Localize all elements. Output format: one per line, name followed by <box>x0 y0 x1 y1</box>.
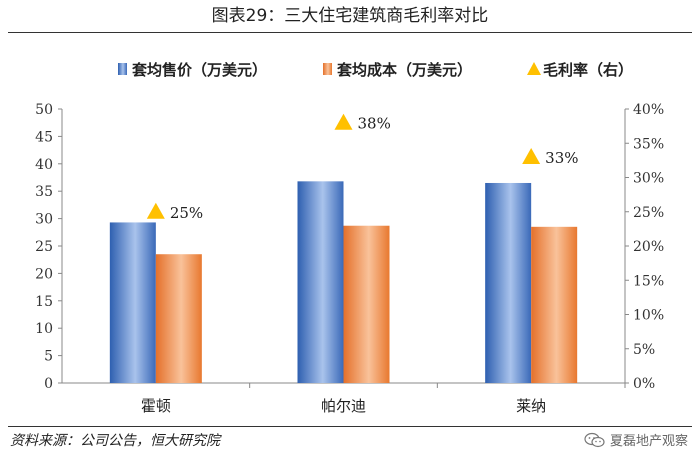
right-tick-label: 5% <box>633 342 655 358</box>
bar-avg-cost <box>531 226 578 383</box>
wechat-icon <box>584 432 605 447</box>
bar-avg-price <box>485 182 532 383</box>
right-tick-label: 25% <box>633 205 664 221</box>
bar-avg-cost <box>155 254 202 383</box>
margin-marker <box>522 147 541 164</box>
bar-avg-price <box>297 181 344 383</box>
legend-swatch <box>323 63 332 75</box>
source-note: 资料来源：公司公告，恒大研究院 <box>10 433 220 449</box>
chart-title: 图表29：三大住宅建筑商毛利率对比 <box>211 6 489 26</box>
x-category-label: 帕尔迪 <box>321 397 366 415</box>
legend-swatch <box>118 63 127 75</box>
left-tick-label: 20 <box>35 266 53 282</box>
left-tick-label: 45 <box>35 129 53 145</box>
chart: 套均售价（万美元） 套均成本（万美元） 毛利率（右） 0 5 10 15 20 25 30 35 4… <box>35 61 664 415</box>
left-tick-label: 35 <box>35 184 53 200</box>
left-tick-label: 15 <box>35 294 53 310</box>
margin-data-label: 25% <box>170 204 203 222</box>
legend: 套均售价（万美元） 套均成本（万美元） 毛利率（右） <box>118 61 633 79</box>
left-tick-label: 40 <box>35 157 53 173</box>
left-tick-label: 25 <box>35 239 53 255</box>
margin-data-label: 33% <box>545 149 578 167</box>
right-tick-label: 40% <box>633 102 664 118</box>
watermark-text: 夏磊地产观察 <box>609 434 688 449</box>
left-tick-label: 10 <box>35 321 53 337</box>
right-tick-label: 30% <box>633 171 664 187</box>
legend-label: 毛利率（右） <box>543 61 633 79</box>
left-tick-label: 5 <box>44 349 53 365</box>
left-tick-label: 30 <box>35 212 53 228</box>
margin-marker <box>146 202 165 219</box>
watermark: 夏磊地产观察 <box>584 430 688 449</box>
left-tick-label: 0 <box>44 376 53 392</box>
top-rule <box>8 32 692 33</box>
legend-label: 套均成本（万美元） <box>336 61 472 79</box>
right-tick-label: 35% <box>633 136 664 152</box>
right-tick-label: 0% <box>633 376 655 392</box>
right-tick-label: 20% <box>633 239 664 255</box>
bottom-rule <box>8 426 692 427</box>
right-tick-label: 15% <box>633 273 664 289</box>
margin-data-label: 38% <box>358 115 391 133</box>
bar-avg-cost <box>343 225 390 383</box>
legend-label: 套均售价（万美元） <box>131 61 267 79</box>
x-category-label: 霍顿 <box>141 397 171 415</box>
right-tick-label: 10% <box>633 308 664 324</box>
legend-swatch <box>527 62 541 75</box>
left-tick-label: 50 <box>35 102 53 118</box>
x-category-label: 莱纳 <box>516 397 546 415</box>
bar-avg-price <box>109 222 156 383</box>
margin-marker <box>334 113 353 130</box>
